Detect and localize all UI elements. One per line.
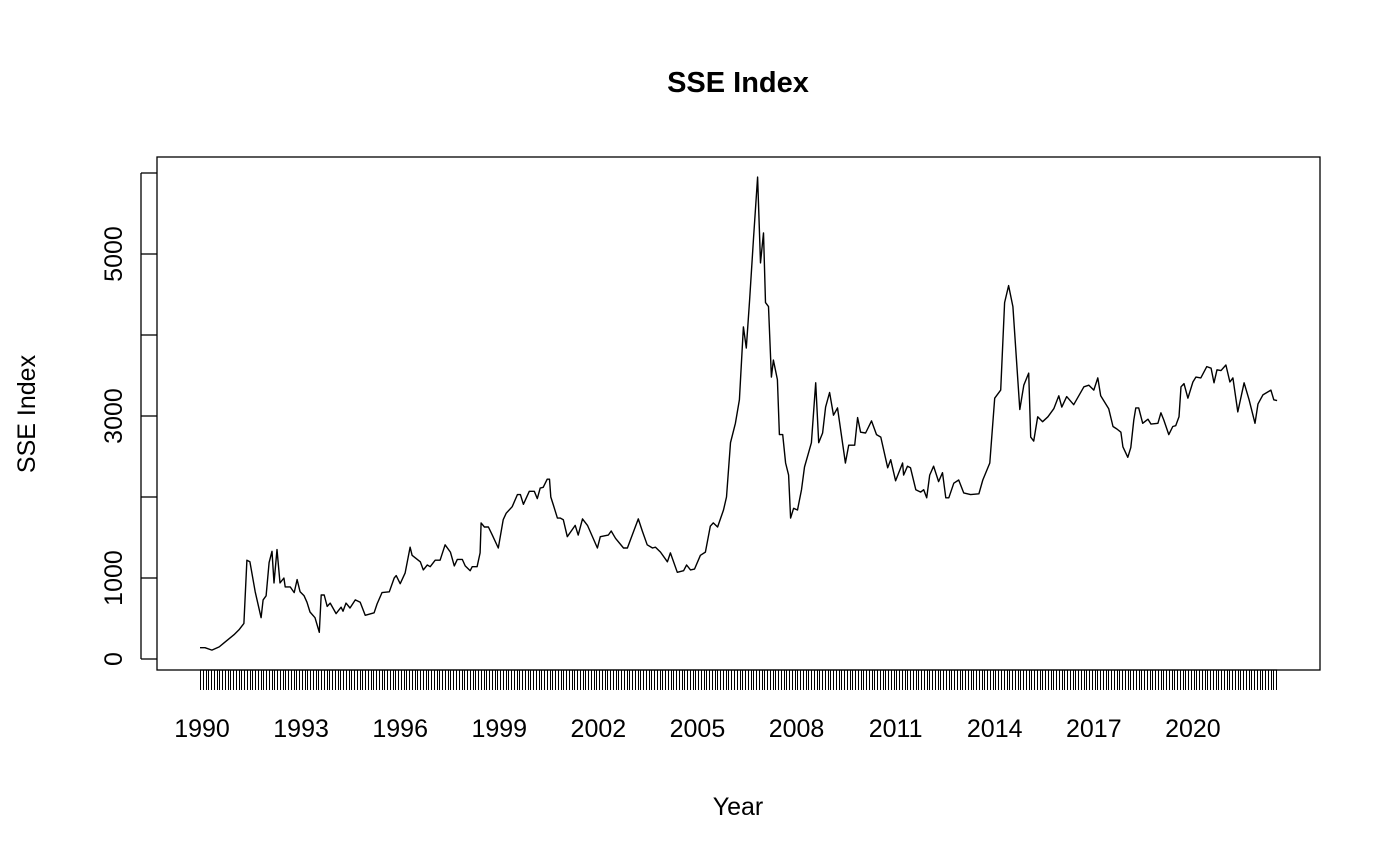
y-tick-label: 1000 xyxy=(100,550,128,606)
x-axis-month-ticks xyxy=(200,669,1278,690)
x-tick-label: 2020 xyxy=(1165,715,1221,743)
x-tick-label: 2017 xyxy=(1066,715,1122,743)
x-tick-label: 1996 xyxy=(372,715,428,743)
series-lines xyxy=(200,176,1278,651)
x-axis: 1990 1993 1996 1999 2002 2005 2008 2011 2014 2017… xyxy=(174,715,1221,743)
plot-box xyxy=(156,156,1321,671)
chart-title: SSE Index xyxy=(667,67,809,99)
x-tick-label: 1999 xyxy=(471,715,527,743)
x-tick-label: 2014 xyxy=(967,715,1023,743)
x-tick-label: 2005 xyxy=(670,715,726,743)
y-tick-label: 5000 xyxy=(100,226,128,282)
x-tick-label: 1990 xyxy=(174,715,230,743)
x-tick-label: 1993 xyxy=(273,715,329,743)
y-tick-label: 0 xyxy=(100,652,128,666)
y-tick-label: 3000 xyxy=(100,388,128,444)
x-axis-label: Year xyxy=(713,793,764,821)
series-line-sse-index xyxy=(200,176,1278,651)
x-tick-label: 2011 xyxy=(869,715,923,743)
x-tick-label: 2002 xyxy=(571,715,627,743)
y-axis-label: SSE Index xyxy=(13,354,41,473)
x-tick-label: 2008 xyxy=(769,715,825,743)
y-axis: 0 1000 3000 5000 xyxy=(100,172,157,666)
